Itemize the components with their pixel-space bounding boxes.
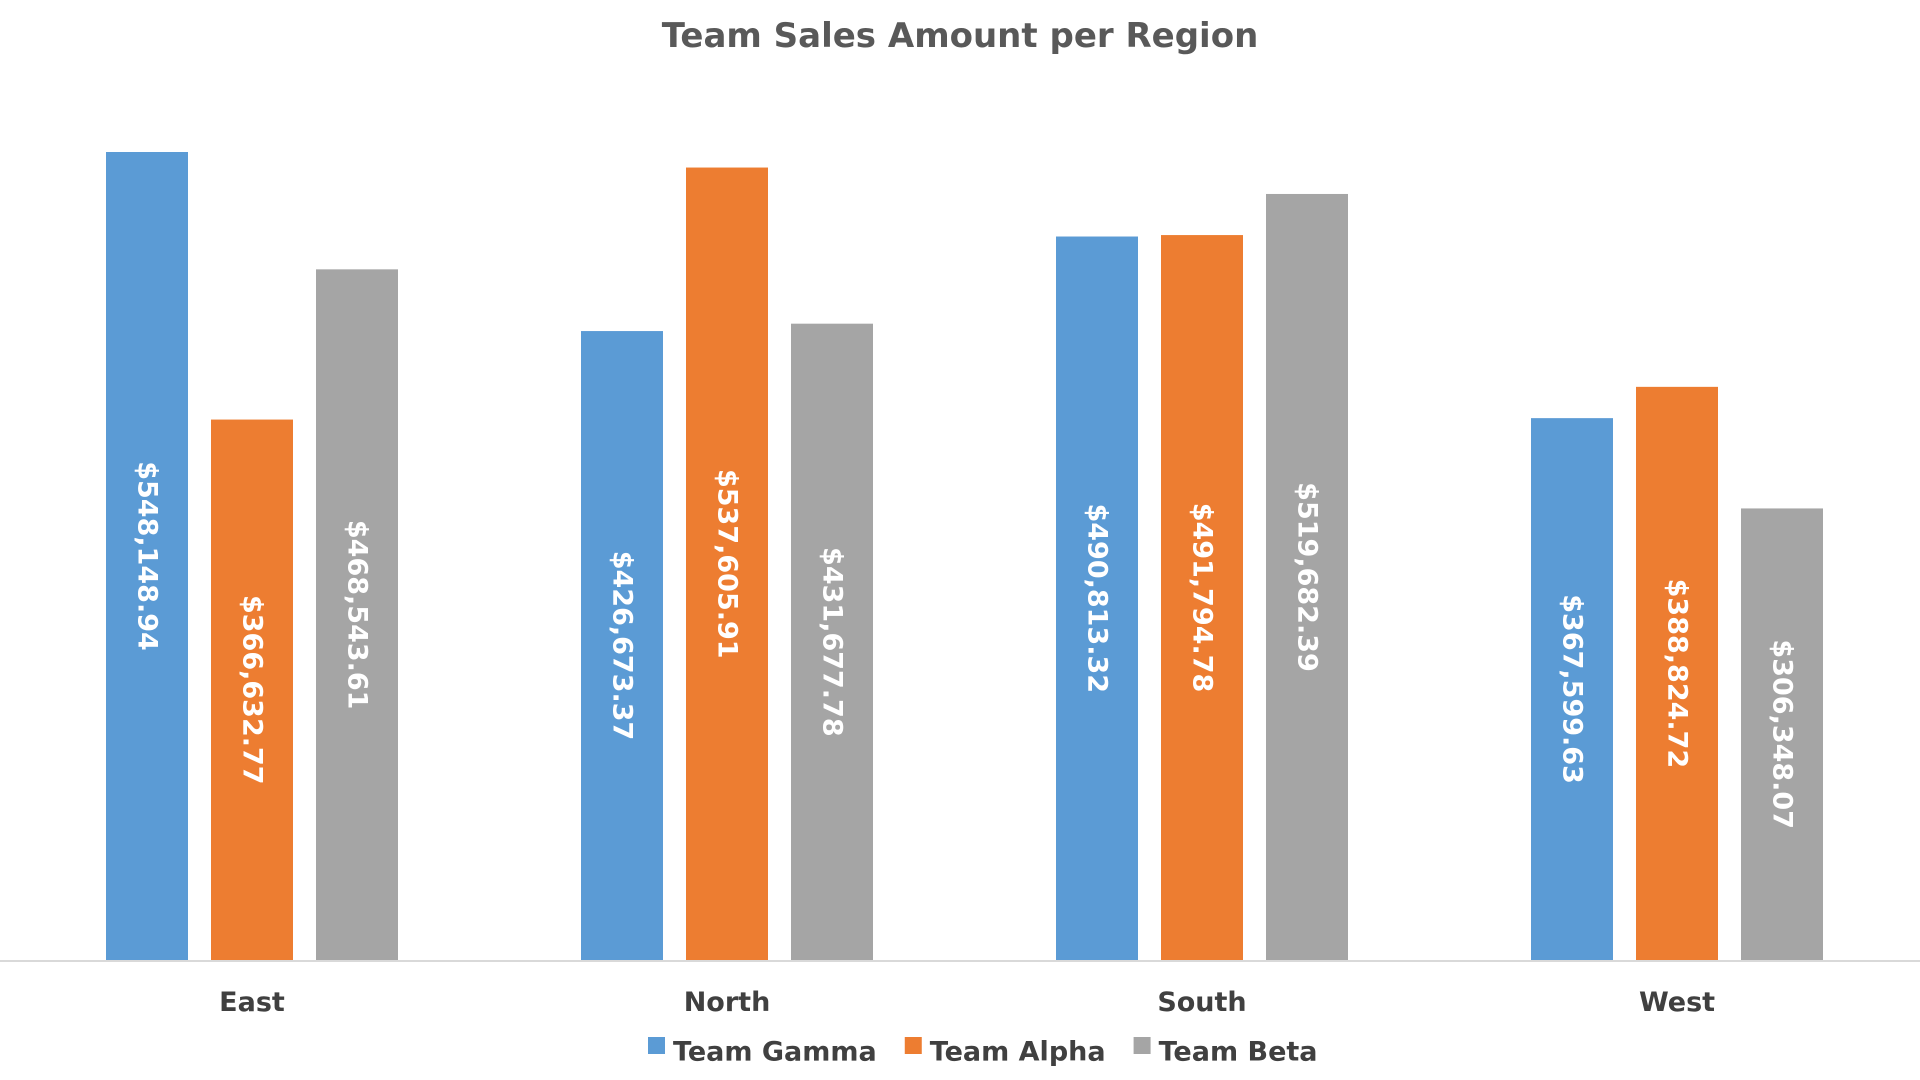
data-label-team-gamma-north: $426,673.37 <box>607 551 638 741</box>
legend-label-team-alpha: Team Alpha <box>930 1037 1106 1068</box>
data-label-team-alpha-west: $388,824.72 <box>1662 579 1693 769</box>
data-label-team-beta-north: $431,677.78 <box>817 547 848 737</box>
data-label-team-gamma-east: $548,148.94 <box>132 461 163 651</box>
bar-team-alpha-south <box>1161 235 1243 960</box>
bar-team-alpha-east <box>211 419 293 960</box>
category-label-south: South <box>1157 987 1246 1018</box>
bar-team-gamma-east <box>106 152 188 960</box>
chart-title: Team Sales Amount per Region <box>662 16 1259 56</box>
data-label-team-alpha-east: $366,632.77 <box>237 595 268 785</box>
category-label-north: North <box>684 987 771 1018</box>
bar-team-gamma-south <box>1056 236 1138 960</box>
legend-swatch-team-alpha <box>904 1037 922 1054</box>
bar-team-alpha-north <box>686 167 768 961</box>
bar-team-gamma-north <box>581 331 663 961</box>
data-label-team-gamma-west: $367,599.63 <box>1557 594 1588 784</box>
legend-label-team-beta: Team Beta <box>1159 1037 1318 1068</box>
bar-team-beta-east <box>316 269 398 960</box>
data-label-team-beta-west: $306,348.07 <box>1767 639 1798 829</box>
bar-team-beta-west <box>1741 508 1823 960</box>
bar-team-alpha-west <box>1636 386 1718 960</box>
legend-item-team-beta: Team Beta <box>1133 1037 1318 1068</box>
data-labels-layer: $548,148.94 $366,632.77 $468,543.61 $426,67… <box>132 461 1798 829</box>
legend-swatch-team-gamma <box>648 1037 665 1054</box>
data-label-team-alpha-south: $491,794.78 <box>1187 503 1218 693</box>
legend-item-team-alpha: Team Alpha <box>904 1037 1106 1068</box>
category-label-east: East <box>219 987 285 1018</box>
data-label-team-beta-south: $519,682.39 <box>1292 482 1323 672</box>
bar-team-gamma-west <box>1531 418 1613 961</box>
category-labels: East North South West <box>219 987 1715 1018</box>
bars-layer <box>106 152 1823 961</box>
data-label-team-alpha-north: $537,605.91 <box>712 469 743 659</box>
data-label-team-beta-east: $468,543.61 <box>342 520 373 710</box>
legend: Team Gamma Team Alpha Team Beta <box>648 1037 1318 1068</box>
legend-item-team-gamma: Team Gamma <box>648 1037 877 1068</box>
legend-swatch-team-beta <box>1133 1037 1151 1054</box>
bar-team-beta-north <box>791 323 873 960</box>
legend-label-team-gamma: Team Gamma <box>673 1037 877 1068</box>
data-label-team-gamma-south: $490,813.32 <box>1082 503 1113 693</box>
category-label-west: West <box>1639 987 1715 1018</box>
bar-team-beta-south <box>1266 193 1348 960</box>
